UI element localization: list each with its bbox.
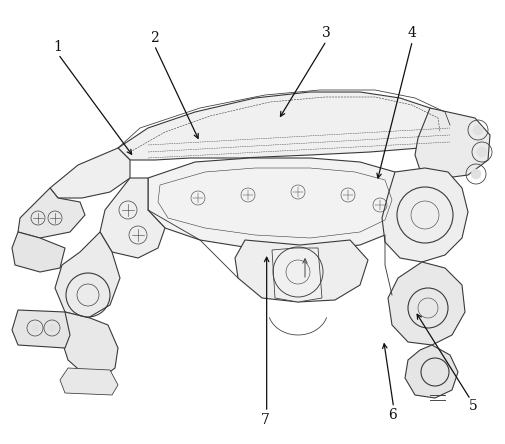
Polygon shape bbox=[234, 240, 367, 302]
Polygon shape bbox=[381, 168, 467, 262]
Polygon shape bbox=[60, 312, 118, 378]
Circle shape bbox=[470, 169, 480, 179]
Polygon shape bbox=[60, 368, 118, 395]
Polygon shape bbox=[50, 148, 130, 198]
Polygon shape bbox=[387, 262, 464, 345]
Circle shape bbox=[31, 324, 39, 332]
Text: 5: 5 bbox=[468, 399, 477, 413]
Polygon shape bbox=[100, 178, 165, 258]
Text: 2: 2 bbox=[149, 31, 159, 45]
Polygon shape bbox=[414, 108, 489, 178]
Polygon shape bbox=[12, 232, 65, 272]
Circle shape bbox=[48, 324, 56, 332]
Polygon shape bbox=[272, 248, 321, 302]
Text: 7: 7 bbox=[261, 412, 270, 427]
Polygon shape bbox=[12, 310, 70, 348]
Polygon shape bbox=[404, 345, 457, 398]
Polygon shape bbox=[118, 92, 449, 160]
Text: 1: 1 bbox=[54, 40, 63, 54]
Polygon shape bbox=[55, 232, 120, 318]
Text: 3: 3 bbox=[321, 26, 330, 40]
Circle shape bbox=[472, 125, 482, 135]
Text: 4: 4 bbox=[407, 26, 416, 40]
Polygon shape bbox=[18, 188, 85, 238]
Polygon shape bbox=[147, 158, 404, 250]
Circle shape bbox=[476, 147, 486, 157]
Text: 6: 6 bbox=[387, 408, 396, 422]
